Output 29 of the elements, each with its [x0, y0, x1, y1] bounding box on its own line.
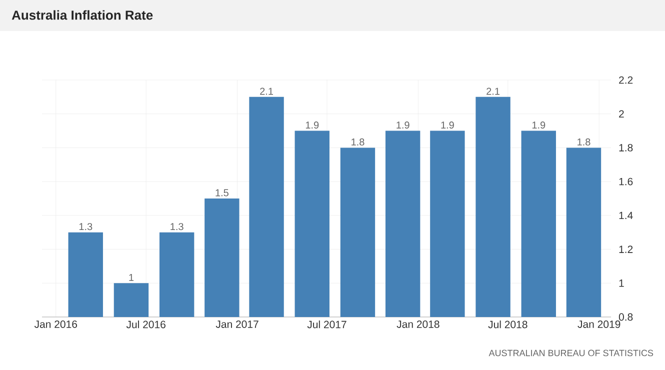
text: AUSTRALIAN BUREAU OF STATISTICS — [488, 350, 654, 356]
data-label: 1.5 — [216, 189, 228, 196]
x-tick-label: Jul 2017 — [307, 320, 346, 328]
data-label: 1.9 — [396, 122, 410, 129]
data-label: 1.9 — [306, 122, 319, 129]
x-tick-label: Jan 2018 — [396, 320, 440, 328]
y-tick-label: 2 — [619, 110, 624, 118]
x-tick-label: Jul 2018 — [488, 320, 528, 328]
data-label: 1.8 — [578, 138, 590, 146]
data-label: 1 — [129, 274, 134, 281]
x-tick-label: Jan 2017 — [216, 320, 258, 328]
data-label: 2.1 — [260, 88, 273, 95]
y-tick-label: 2.2 — [619, 76, 633, 84]
y-tick-label: 1.6 — [619, 178, 633, 186]
data-label: 1.3 — [170, 223, 184, 230]
x-tick-label: Jan 2016 — [34, 320, 78, 328]
data-label: 1.8 — [352, 138, 364, 146]
data-label: 1.9 — [441, 122, 454, 129]
y-tick-label: 1.2 — [619, 246, 633, 253]
chart-title: Australia Inflation Rate — [12, 10, 153, 20]
data-label: 1.9 — [532, 122, 546, 129]
x-tick-label: Jan 2019 — [578, 320, 620, 328]
data-label: 2.1 — [486, 88, 500, 95]
y-tick-label: 1.8 — [619, 144, 633, 152]
y-tick-label: 1.4 — [619, 212, 633, 220]
data-label: 1.3 — [79, 223, 92, 230]
y-tick-label: 0.8 — [618, 313, 633, 321]
y-tick-label: 1 — [619, 280, 624, 287]
x-tick-label: Jul 2016 — [126, 320, 166, 328]
